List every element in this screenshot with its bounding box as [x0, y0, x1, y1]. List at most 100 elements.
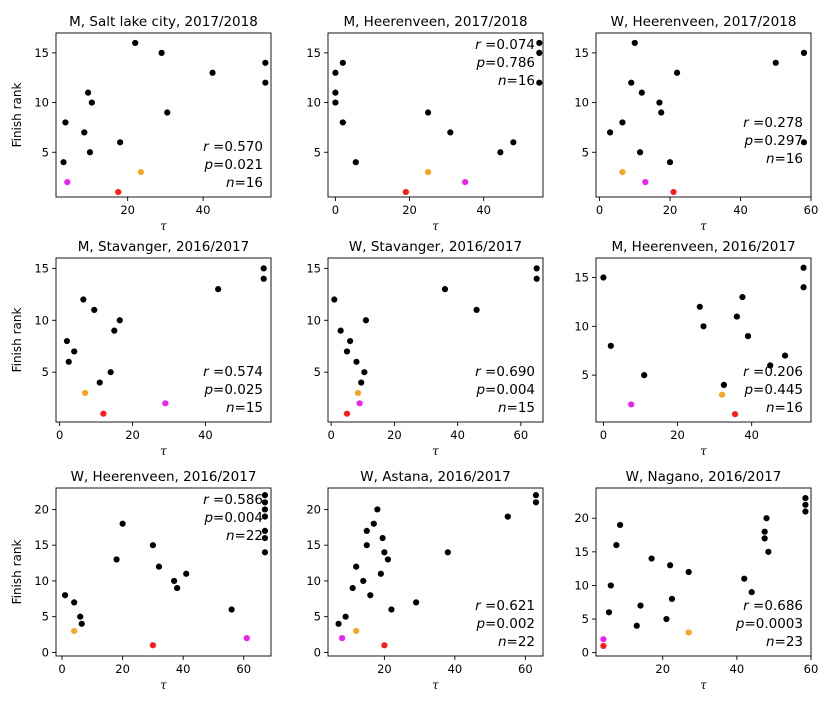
stat-r-equals: = — [209, 139, 225, 155]
data-point-red — [731, 411, 739, 418]
data-point-orange — [424, 169, 432, 176]
x-axis-label: τ — [700, 219, 707, 233]
data-point-black — [424, 109, 432, 116]
data-point-black — [767, 362, 774, 369]
data-point-black — [668, 595, 676, 602]
subplot-3: W, Heerenveen, 2017/2018 0 20 40 60 5 10 15 τ r =… — [574, 14, 818, 233]
stat-r-equals: = — [749, 598, 765, 614]
data-point-magenta — [462, 178, 469, 186]
x-tick-label: 40 — [450, 428, 465, 442]
stat-p-symbol: p — [203, 157, 213, 173]
y-tick-label: 10 — [574, 319, 589, 333]
data-point-black — [761, 528, 768, 535]
data-point-black — [358, 379, 365, 386]
stat-r-symbol: r — [203, 492, 210, 508]
data-point-black — [696, 303, 703, 310]
data-point-magenta — [162, 400, 169, 407]
stat-n-symbol: n — [498, 73, 507, 89]
stat-r-equals: = — [481, 364, 497, 380]
x-tick-label: 0 — [56, 428, 63, 442]
y-tick-label: 15 — [34, 46, 49, 60]
data-point-black — [606, 129, 614, 136]
data-point-red — [600, 642, 607, 650]
data-point-black — [607, 582, 614, 589]
data-point-black — [261, 527, 269, 534]
x-tick-label: 0 — [596, 203, 603, 217]
stat-n: n=16 — [498, 73, 535, 89]
x-tick-label: 0 — [327, 428, 334, 442]
x-axis-label: τ — [432, 678, 439, 692]
subplot-title: W, Heerenveen, 2016/2017 — [71, 469, 257, 485]
stat-n-value: 15 — [518, 400, 535, 416]
stat-p: p=0.297 — [743, 133, 803, 149]
x-axis-label: τ — [700, 678, 707, 692]
stat-r: r =0.206 — [743, 364, 803, 380]
stat-r-equals: = — [481, 37, 497, 53]
x-tick-label: 60 — [804, 662, 819, 676]
data-point-orange — [71, 627, 78, 635]
y-tick-label: 0 — [582, 646, 589, 660]
x-tick-label: 20 — [655, 662, 670, 676]
data-point-black — [700, 323, 707, 330]
data-point-orange — [354, 389, 362, 397]
stat-r-value: 0.206 — [764, 364, 803, 380]
y-tick-label: 10 — [306, 96, 321, 110]
stat-n-equals: = — [235, 528, 246, 544]
stat-r-equals: = — [481, 598, 497, 614]
y-tick-label: 10 — [574, 96, 589, 110]
y-tick-label: 20 — [306, 502, 321, 516]
data-point-black — [332, 69, 339, 76]
stat-p: p=0.025 — [203, 382, 263, 398]
stat-n-value: 16 — [786, 400, 803, 416]
stat-p: p=0.004 — [475, 382, 535, 398]
data-point-black — [353, 358, 360, 365]
data-point-black — [748, 589, 755, 596]
x-axis-label: τ — [160, 444, 167, 458]
stat-n-value: 22 — [518, 634, 535, 650]
axes-frame — [327, 32, 544, 198]
x-tick-label: 0 — [58, 662, 65, 676]
y-axis-label: Finish rank — [10, 308, 24, 373]
data-point-black — [772, 59, 779, 66]
stat-n-equals: = — [507, 400, 518, 416]
data-point-black — [260, 275, 267, 282]
stat-p: p=0.445 — [743, 382, 803, 398]
data-point-black — [616, 521, 624, 529]
x-tick-label: 40 — [196, 203, 211, 217]
data-point-black — [532, 492, 540, 499]
stat-p-symbol: p — [743, 382, 753, 398]
stat-p-equals: = — [213, 382, 224, 398]
x-tick-label: 20 — [125, 428, 140, 442]
data-point-black — [473, 306, 480, 313]
y-axis-label: Finish rank — [10, 540, 24, 605]
data-point-black — [720, 381, 727, 389]
x-tick-label: 0 — [332, 203, 339, 217]
stat-r-equals: = — [749, 364, 765, 380]
data-point-black — [113, 556, 120, 563]
axes-frame — [327, 487, 544, 657]
data-point-black — [339, 119, 346, 126]
data-point-magenta — [628, 401, 635, 408]
y-tick-label: 10 — [574, 578, 589, 592]
data-point-black — [363, 527, 370, 534]
stat-p-equals: = — [213, 157, 224, 173]
data-point-black — [533, 275, 540, 282]
data-point-black — [637, 602, 644, 609]
stat-p-symbol: p — [475, 382, 485, 398]
x-tick-label: 20 — [670, 428, 685, 442]
data-point-black — [78, 620, 85, 627]
data-point-black — [388, 606, 395, 613]
stat-n-value: 16 — [786, 151, 803, 167]
data-point-black — [360, 577, 367, 585]
data-point-black — [158, 49, 165, 56]
data-point-black — [60, 159, 67, 166]
y-tick-label: 5 — [314, 365, 321, 379]
data-point-black — [261, 534, 269, 542]
data-point-black — [174, 584, 181, 592]
data-point-black — [65, 358, 72, 365]
subplot-1: M, Salt lake city, 2017/2018 20 40 5 10 15 τ Fi… — [10, 14, 272, 233]
stat-r-value: 0.586 — [224, 492, 263, 508]
y-tick-label: 15 — [574, 545, 589, 559]
stat-n-symbol: n — [766, 151, 775, 167]
